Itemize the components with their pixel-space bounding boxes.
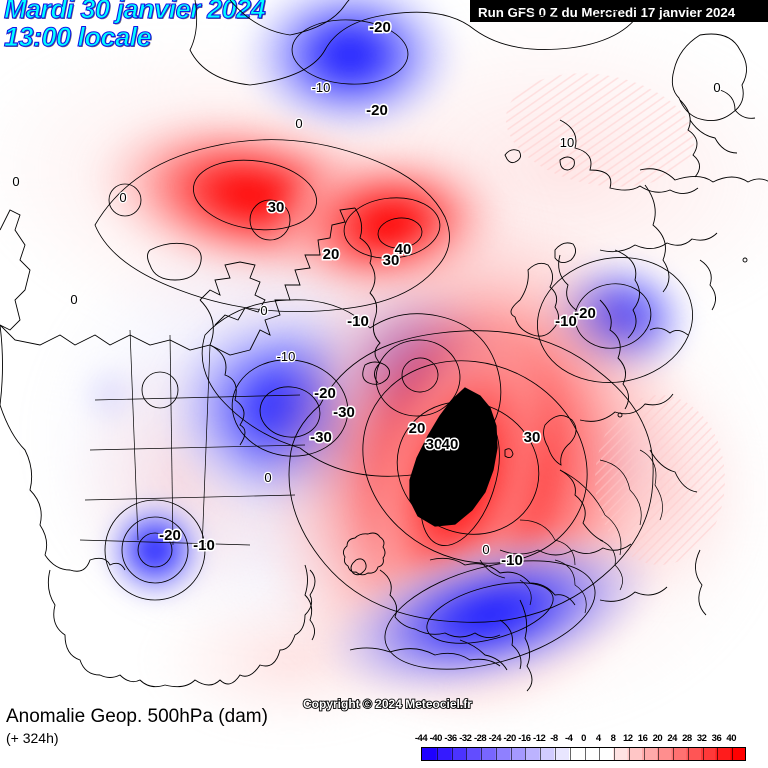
- svg-text:-10: -10: [501, 552, 523, 569]
- svg-text:0: 0: [70, 292, 77, 307]
- svg-text:30: 30: [524, 429, 541, 446]
- svg-text:-30: -30: [333, 404, 355, 421]
- svg-text:0: 0: [119, 190, 126, 205]
- svg-text:-20: -20: [366, 102, 388, 119]
- svg-text:0: 0: [482, 542, 489, 557]
- svg-text:20: 20: [323, 246, 340, 263]
- svg-text:30: 30: [383, 252, 400, 269]
- svg-text:30: 30: [268, 199, 285, 216]
- svg-text:30: 30: [426, 436, 443, 453]
- svg-text:0: 0: [713, 80, 720, 95]
- svg-text:-10: -10: [193, 537, 215, 554]
- svg-text:-10: -10: [347, 313, 369, 330]
- svg-text:20: 20: [409, 420, 426, 437]
- svg-text:0: 0: [12, 174, 19, 189]
- svg-text:-20: -20: [314, 385, 336, 402]
- svg-text:0: 0: [264, 470, 271, 485]
- svg-text:40: 40: [442, 436, 459, 453]
- svg-text:-30: -30: [310, 429, 332, 446]
- svg-text:0: 0: [295, 116, 302, 131]
- svg-text:-20: -20: [574, 305, 596, 322]
- svg-text:-10: -10: [312, 80, 331, 95]
- svg-text:-20: -20: [369, 19, 391, 36]
- svg-text:0: 0: [260, 303, 267, 318]
- svg-text:-20: -20: [159, 527, 181, 544]
- svg-text:10: 10: [560, 135, 574, 150]
- svg-text:-10: -10: [277, 349, 296, 364]
